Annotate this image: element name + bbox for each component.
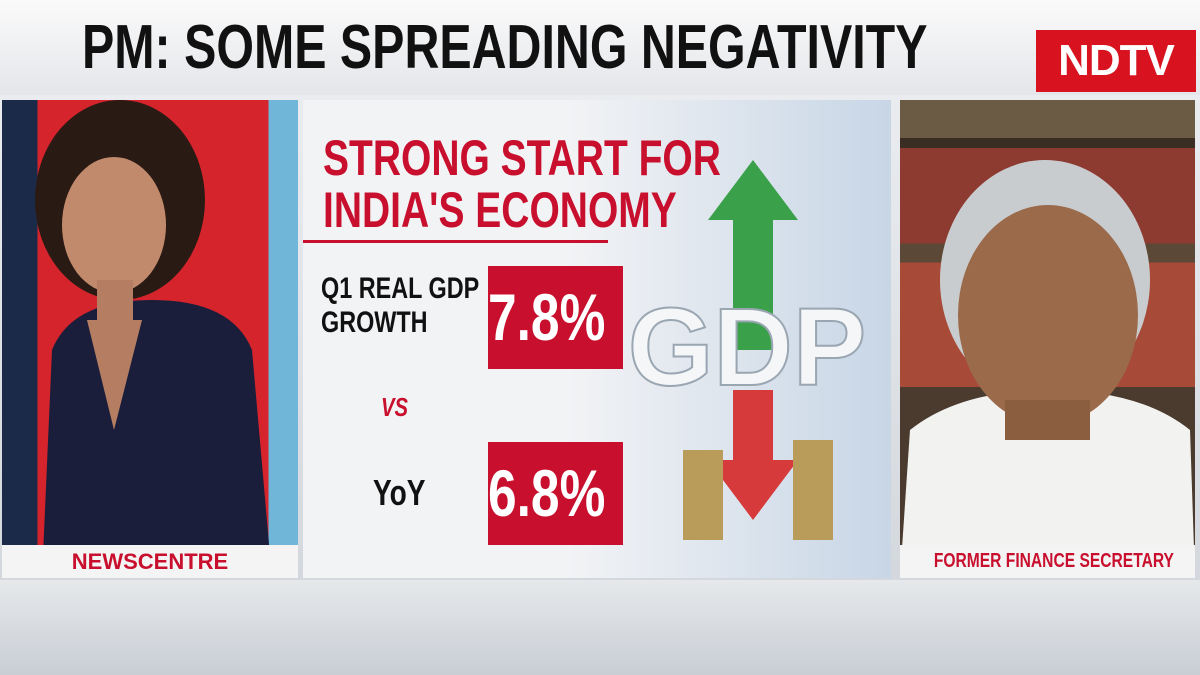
left-caption: NEWSCENTRE	[2, 545, 298, 578]
graphic-headline: STRONG START FOR	[323, 130, 721, 186]
row-value: 6.8%	[488, 442, 623, 545]
divider	[303, 240, 608, 243]
gdp-illustration: GDP	[627, 160, 867, 540]
presenter-figure	[35, 100, 272, 578]
lower-band	[0, 580, 1200, 675]
graphic-headline: INDIA'S ECONOMY	[323, 182, 677, 238]
guest-video: FORMER FINANCE SECRETARY	[900, 100, 1195, 578]
graphic-panel: GDP STRONG START FOR INDIA'S ECONOMY Q1 …	[303, 100, 891, 578]
presenter-video: NEWSCENTRE	[2, 100, 298, 578]
right-caption: FORMER FINANCE SECRETARY	[900, 545, 1195, 578]
channel-logo: NDTV	[1036, 30, 1196, 92]
versus: VS	[381, 392, 409, 422]
row-label: YoY	[373, 472, 426, 513]
guest-figure	[900, 160, 1195, 578]
row-label: Q1 REAL GDP GROWTH	[321, 272, 479, 339]
gdp-text: GDP	[628, 286, 866, 409]
row-value: 7.8%	[488, 266, 623, 369]
top-banner: PM: SOME SPREADING NEGATIVITY NDTV	[0, 0, 1200, 95]
headline: PM: SOME SPREADING NEGATIVITY	[82, 13, 928, 82]
